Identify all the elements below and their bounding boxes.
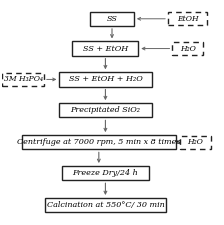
FancyBboxPatch shape — [59, 103, 151, 117]
Text: H₂O: H₂O — [180, 45, 196, 53]
Text: Freeze Dry/24 h: Freeze Dry/24 h — [73, 169, 138, 177]
Text: Calcination at 550°C/ 30 min: Calcination at 550°C/ 30 min — [47, 201, 164, 209]
FancyBboxPatch shape — [62, 166, 149, 180]
FancyBboxPatch shape — [180, 136, 211, 149]
Text: Centrifuge at 7000 rpm, 5 min x 8 times: Centrifuge at 7000 rpm, 5 min x 8 times — [17, 138, 181, 146]
FancyBboxPatch shape — [73, 41, 138, 56]
FancyBboxPatch shape — [22, 135, 176, 149]
FancyBboxPatch shape — [45, 198, 166, 212]
Text: H₂O: H₂O — [187, 138, 203, 146]
Text: Precipitated SiO₂: Precipitated SiO₂ — [70, 106, 140, 114]
FancyBboxPatch shape — [90, 12, 134, 26]
Text: 3M H₃PO₄: 3M H₃PO₄ — [4, 75, 43, 83]
FancyBboxPatch shape — [59, 72, 151, 87]
Text: SS: SS — [107, 15, 117, 23]
FancyBboxPatch shape — [172, 42, 203, 55]
Text: SS + EtOH: SS + EtOH — [83, 45, 128, 53]
FancyBboxPatch shape — [168, 12, 207, 25]
FancyBboxPatch shape — [2, 73, 44, 86]
Text: EtOH: EtOH — [177, 15, 198, 23]
Text: SS + EtOH + H₂O: SS + EtOH + H₂O — [69, 75, 142, 83]
